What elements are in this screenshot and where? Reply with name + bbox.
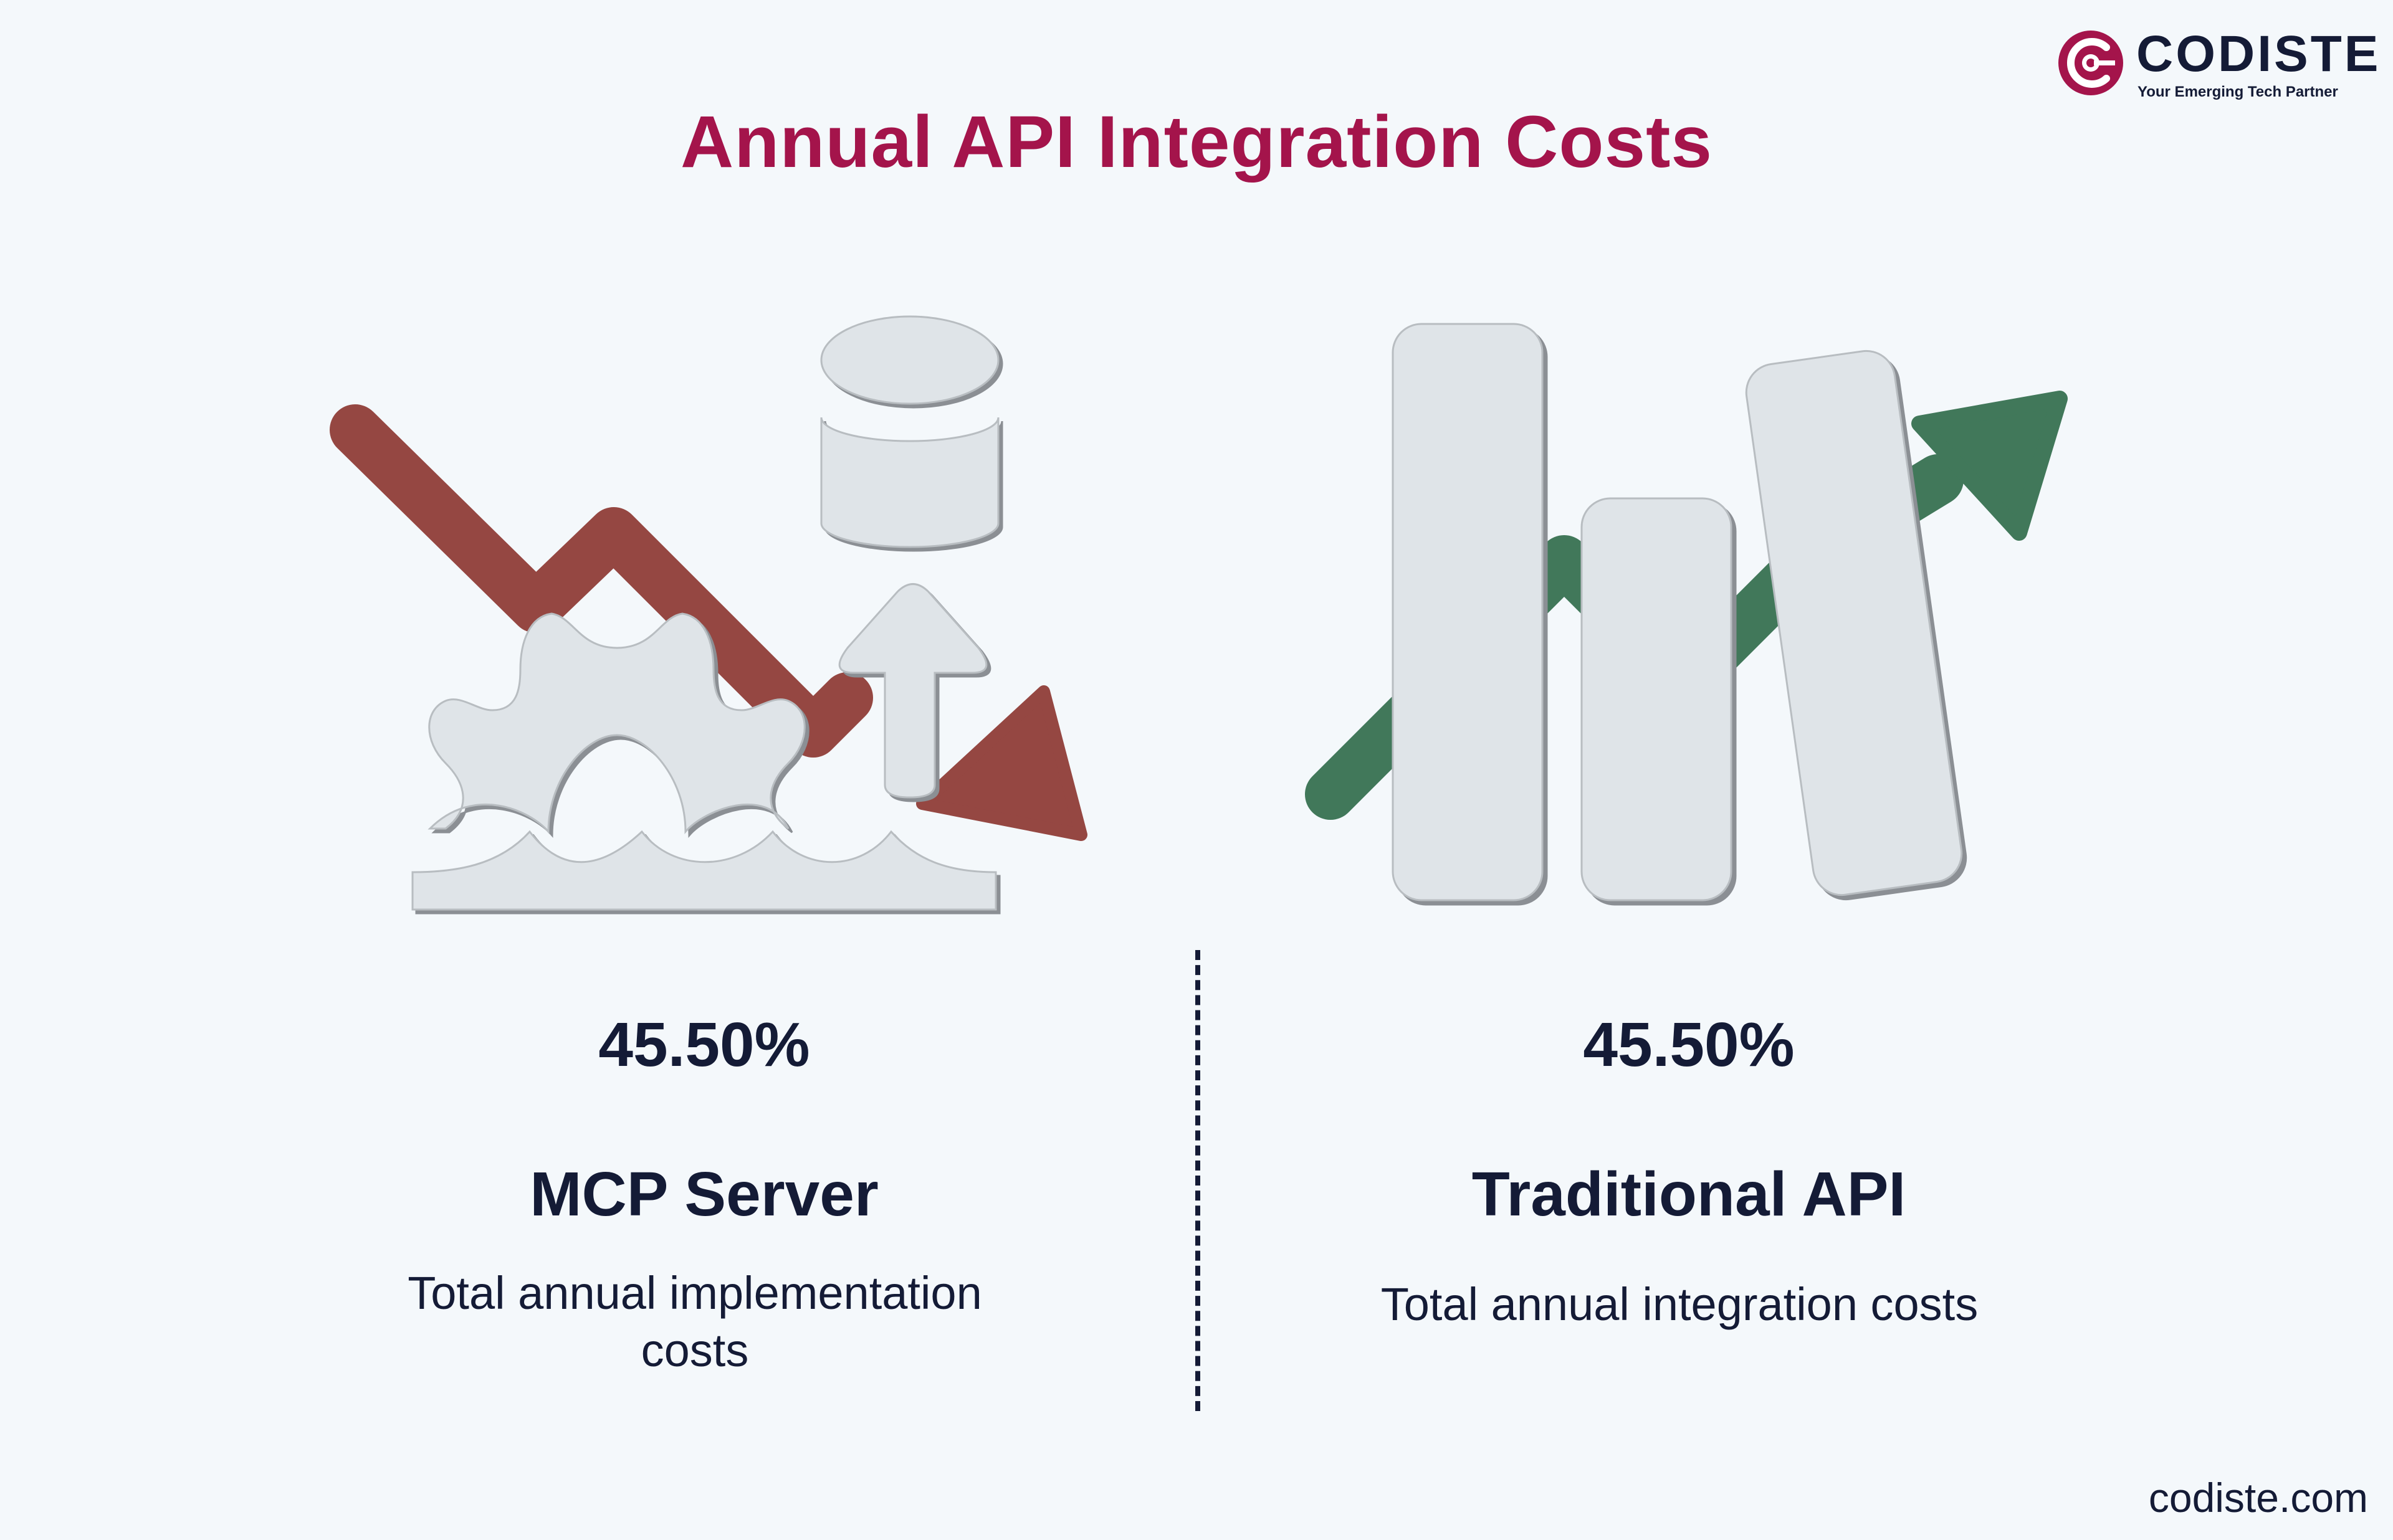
panel-divider	[1195, 950, 1200, 1411]
cost-decrease-illustration	[330, 315, 1087, 911]
up-arrow-icon	[838, 583, 988, 799]
traditional-api-percentage: 45.50%	[1583, 1010, 1795, 1080]
traditional-api-label: Traditional API	[1471, 1159, 1906, 1229]
traditional-api-description: Total annual integration costs	[1380, 1278, 1979, 1330]
brand-tagline: Your Emerging Tech Partner	[2137, 83, 2338, 100]
mcp-server-percentage: 45.50%	[598, 1010, 810, 1080]
bar-chart-icon	[1392, 323, 1963, 901]
database-icon	[820, 315, 1000, 548]
gear-icon	[427, 612, 806, 835]
mcp-server-label: MCP Server	[530, 1159, 879, 1229]
cost-increase-illustration	[1305, 323, 2068, 901]
codiste-logo-icon	[2058, 31, 2123, 95]
wave-base-icon	[411, 830, 997, 911]
brand-name: CODISTE	[2136, 26, 2381, 82]
brand-logo[interactable]: CODISTE Your Emerging Tech Partner	[2056, 24, 2378, 105]
mcp-server-description-line-2: costs	[641, 1324, 749, 1376]
footer-website-link[interactable]: codiste.com	[2148, 1475, 2368, 1521]
page-title: Annual API Integration Costs	[680, 101, 1713, 183]
down-trend-arrow-icon	[330, 404, 1087, 841]
mcp-server-description-line-1: Total annual implementation	[408, 1267, 982, 1319]
mcp-server-description: Total annual implementation costs	[165, 1265, 1225, 1379]
